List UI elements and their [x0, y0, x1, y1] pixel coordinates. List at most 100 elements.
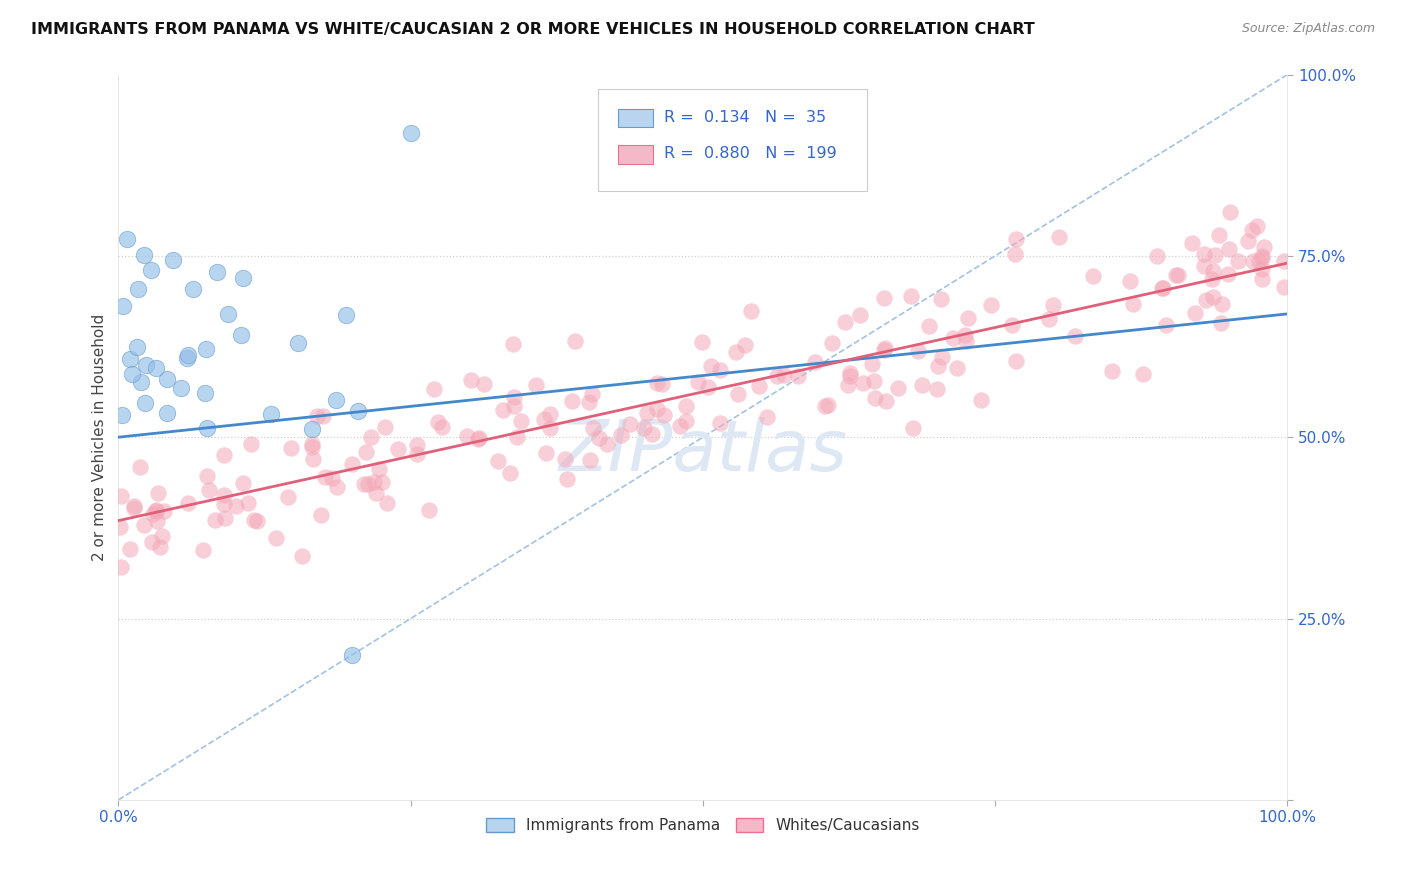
- Bar: [617, 145, 652, 164]
- Point: [579, 453, 602, 467]
- Point: [427, 415, 450, 429]
- Point: [911, 378, 934, 392]
- Point: [156, 406, 179, 420]
- Point: [956, 311, 979, 326]
- Point: [907, 343, 929, 358]
- Point: [1250, 262, 1272, 277]
- Point: [686, 375, 709, 389]
- Point: [1253, 240, 1275, 254]
- Point: [115, 232, 138, 246]
- Point: [610, 428, 633, 442]
- Point: [1005, 232, 1028, 246]
- Point: [980, 298, 1002, 312]
- Point: [110, 409, 132, 423]
- Point: [814, 400, 837, 414]
- Point: [1240, 223, 1263, 237]
- Point: [1152, 281, 1174, 295]
- Point: [1241, 253, 1264, 268]
- Point: [641, 426, 664, 441]
- Point: [346, 403, 368, 417]
- Point: [865, 391, 887, 405]
- Point: [1119, 274, 1142, 288]
- Point: [817, 398, 839, 412]
- Point: [467, 432, 489, 446]
- Point: [860, 357, 883, 371]
- Point: [509, 414, 531, 428]
- Point: [145, 504, 167, 518]
- Point: [766, 369, 789, 384]
- Point: [1250, 251, 1272, 265]
- Point: [1204, 248, 1226, 262]
- Point: [619, 417, 641, 432]
- Point: [700, 359, 723, 373]
- Point: [212, 488, 235, 502]
- Point: [145, 361, 167, 376]
- Point: [312, 409, 335, 423]
- Point: [153, 504, 176, 518]
- Point: [246, 514, 269, 528]
- Point: [264, 531, 287, 545]
- Point: [314, 469, 336, 483]
- Point: [502, 399, 524, 413]
- Point: [145, 514, 167, 528]
- Point: [405, 437, 427, 451]
- Point: [756, 409, 779, 424]
- Point: [918, 318, 941, 333]
- Point: [554, 452, 576, 467]
- Point: [647, 402, 669, 417]
- Point: [651, 376, 673, 391]
- Point: [148, 485, 170, 500]
- FancyBboxPatch shape: [598, 89, 866, 191]
- Point: [564, 334, 586, 348]
- Point: [839, 369, 862, 384]
- Point: [633, 421, 655, 435]
- Point: [121, 367, 143, 381]
- Point: [492, 403, 515, 417]
- Point: [524, 378, 547, 392]
- Point: [1201, 290, 1223, 304]
- Point: [942, 331, 965, 345]
- Point: [356, 476, 378, 491]
- Point: [852, 376, 875, 391]
- Point: [142, 508, 165, 522]
- Text: R =  0.880   N =  199: R = 0.880 N = 199: [665, 146, 837, 161]
- Point: [534, 446, 557, 460]
- Legend: Immigrants from Panama, Whites/Caucasians: Immigrants from Panama, Whites/Caucasian…: [481, 812, 925, 839]
- Point: [387, 442, 409, 457]
- Point: [1166, 268, 1188, 283]
- Point: [969, 392, 991, 407]
- Point: [149, 541, 172, 555]
- Point: [134, 518, 156, 533]
- Point: [486, 454, 509, 468]
- Point: [301, 437, 323, 451]
- Point: [709, 416, 731, 430]
- Point: [837, 377, 859, 392]
- Point: [212, 448, 235, 462]
- Point: [1249, 254, 1271, 268]
- Point: [240, 437, 263, 451]
- Point: [321, 471, 343, 485]
- Point: [460, 373, 482, 387]
- Point: [1047, 229, 1070, 244]
- Point: [326, 480, 349, 494]
- Point: [862, 374, 884, 388]
- Point: [141, 535, 163, 549]
- Text: R =  0.134   N =  35: R = 0.134 N = 35: [665, 110, 827, 125]
- Point: [849, 308, 872, 322]
- Point: [1004, 247, 1026, 261]
- Point: [110, 559, 132, 574]
- Point: [242, 513, 264, 527]
- Point: [1154, 318, 1177, 333]
- Point: [1181, 236, 1204, 251]
- Point: [135, 359, 157, 373]
- Point: [696, 380, 718, 394]
- Point: [291, 549, 314, 563]
- Point: [505, 430, 527, 444]
- Point: [423, 382, 446, 396]
- Point: [1042, 298, 1064, 312]
- Point: [503, 390, 526, 404]
- Point: [122, 500, 145, 515]
- Point: [1272, 253, 1295, 268]
- Point: [555, 472, 578, 486]
- Point: [900, 289, 922, 303]
